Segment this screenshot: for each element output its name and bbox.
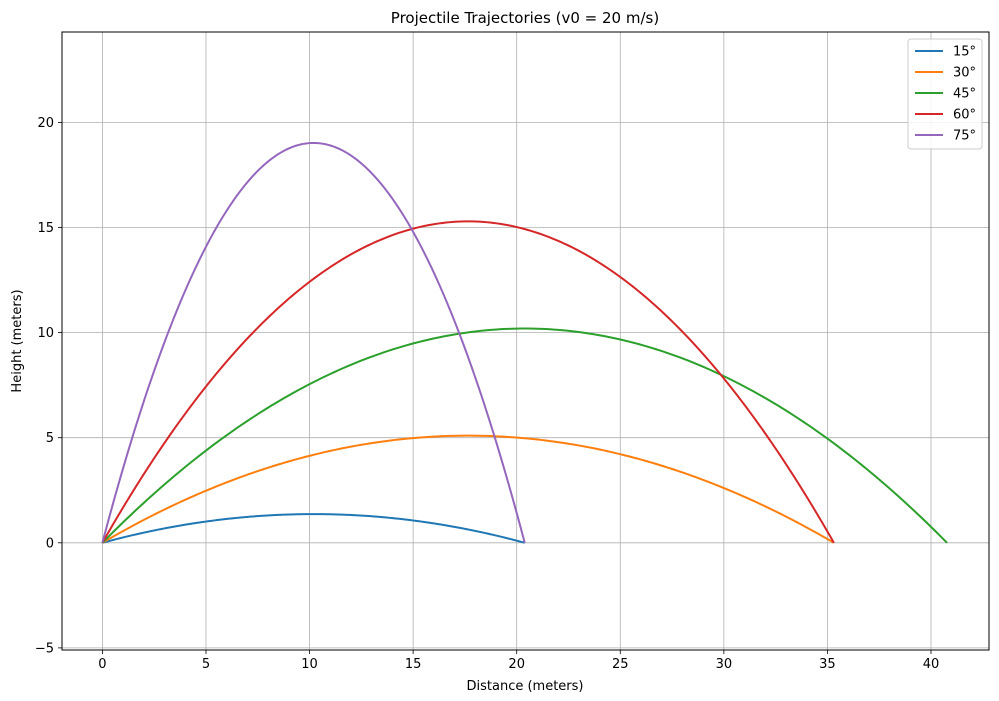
series-line-60: [101, 220, 835, 544]
x-tick-label: 5: [202, 657, 210, 672]
chart-title: Projectile Trajectories (v0 = 20 m/s): [391, 9, 659, 27]
x-tick-label: 10: [301, 657, 318, 672]
x-tick-label: 25: [612, 657, 629, 672]
legend-label-75: 75°: [953, 129, 976, 144]
grid-lines: [62, 32, 989, 650]
legend-label-30: 30°: [953, 66, 976, 81]
x-tick-label: 20: [508, 657, 525, 672]
legend: 15° 30° 45° 60° 75°: [907, 38, 983, 150]
y-tick-label: 15: [37, 221, 54, 236]
y-tick-label: 10: [37, 326, 54, 341]
y-tick-label: 0: [46, 536, 54, 551]
y-tick-label: 5: [46, 431, 54, 446]
legend-label-60: 60°: [953, 108, 976, 123]
series-lines: [101, 141, 948, 544]
y-axis-label: Height (meters): [10, 289, 25, 392]
y-tick-label: 20: [37, 116, 54, 131]
x-tick-label: 15: [405, 657, 422, 672]
axis-ticks: 0 5 10 15 20 25 30 35 40 −5 0 5 10 15 20: [35, 116, 939, 672]
series-line-30: [101, 434, 835, 544]
x-tick-label: 40: [923, 657, 940, 672]
y-tick-label: −5: [35, 641, 54, 656]
x-axis-label: Distance (meters): [467, 679, 584, 694]
series-line-15: [102, 513, 525, 544]
legend-label-15: 15°: [953, 45, 976, 60]
legend-label-45: 45°: [953, 87, 976, 102]
legend-box: [907, 38, 983, 150]
series-line-45: [101, 327, 948, 544]
x-tick-label: 35: [819, 657, 836, 672]
x-tick-label: 30: [716, 657, 733, 672]
plot-frame: [61, 31, 990, 651]
series-line-75: [101, 141, 526, 544]
x-tick-label: 0: [98, 657, 106, 672]
